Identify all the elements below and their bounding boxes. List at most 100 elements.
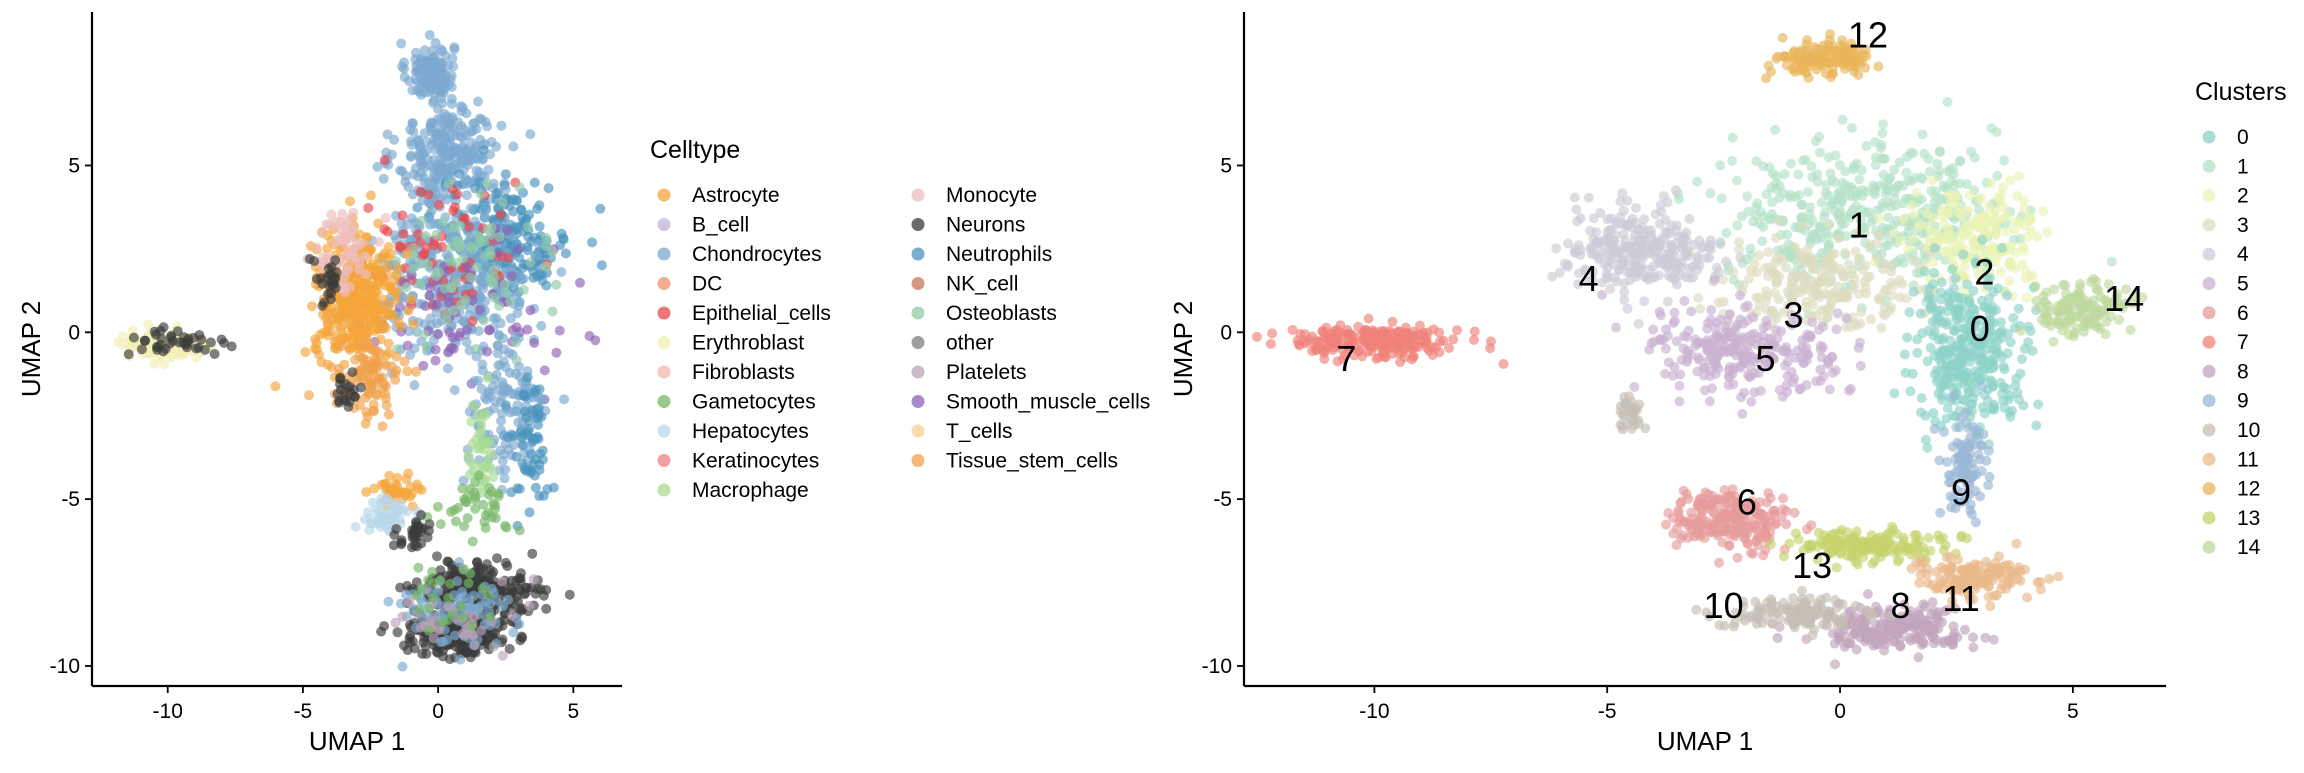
scatter-point [1750,259,1760,269]
scatter-point [1874,214,1884,224]
scatter-point [1900,349,1910,359]
scatter-point [1594,238,1604,248]
scatter-point [508,142,518,152]
scatter-point [1881,285,1891,295]
legend-label: Erythroblast [692,332,804,355]
scatter-point [523,222,533,232]
legend-label: Keratinocytes [692,450,819,473]
scatter-point [1323,335,1333,345]
scatter-point [1627,249,1637,259]
scatter-point [416,216,426,226]
scatter-point [420,177,430,187]
legend-marker [658,336,671,349]
scatter-point [406,482,416,492]
scatter-point [428,578,438,588]
scatter-point [1907,200,1917,210]
scatter-point [1936,287,1946,297]
legend-label: Astrocyte [692,184,780,207]
scatter-point [1934,348,1944,358]
scatter-point [450,385,460,395]
scatter-point [525,129,535,139]
scatter-point [1873,62,1883,72]
scatter-point [1771,233,1781,243]
scatter-point [381,213,391,223]
scatter-point [1838,115,1848,125]
scatter-point [1835,186,1845,196]
scatter-point [1605,284,1615,294]
scatter-point [337,341,347,351]
scatter-point [1408,336,1418,346]
scatter-point [448,609,458,619]
scatter-point [1353,322,1363,332]
scatter-point [466,138,476,148]
scatter-point [1743,316,1753,326]
scatter-point [1252,332,1262,342]
scatter-point [1774,216,1784,226]
scatter-point [300,347,310,357]
scatter-point [1782,230,1792,240]
scatter-point [544,183,554,193]
scatter-point [1831,365,1841,375]
scatter-point [1551,243,1561,253]
scatter-point [1833,233,1843,243]
scatter-point [1811,376,1821,386]
scatter-point [1709,349,1719,359]
scatter-point [1675,381,1685,391]
scatter-point [1943,97,1953,107]
scatter-point [398,662,408,672]
scatter-point [1786,159,1796,169]
scatter-point [1934,389,1944,399]
scatter-point [431,356,441,366]
scatter-point [206,337,216,347]
scatter-point [476,234,486,244]
scatter-point [1620,235,1630,245]
scatter-point [508,628,518,638]
scatter-point [1715,237,1725,247]
scatter-point [1665,250,1675,260]
scatter-point [1379,349,1389,359]
scatter-point [1997,243,2007,253]
scatter-point [565,590,575,600]
scatter-point [1856,307,1866,317]
scatter-point [1918,174,1928,184]
scatter-point [455,655,465,665]
scatter-point [1795,248,1805,258]
scatter-point [137,344,147,354]
scatter-point [1663,331,1673,341]
scatter-point [429,240,439,250]
scatter-point [1710,275,1720,285]
scatter-point [500,280,510,290]
scatter-point [449,306,459,316]
scatter-point [174,338,184,348]
scatter-point [1790,192,1800,202]
scatter-point [1871,239,1881,249]
scatter-points [1252,29,2147,669]
scatter-point [531,385,541,395]
scatter-point [1912,348,1922,358]
scatter-point [1994,348,2004,358]
scatter-point [356,300,366,310]
scatter-point [1808,255,1818,265]
scatter-point [1715,160,1725,170]
scatter-point [474,470,484,480]
scatter-point [2018,242,2028,252]
scatter-point [414,604,424,614]
scatter-point [1835,160,1845,170]
scatter-point [417,73,427,83]
scatter-point [1364,314,1374,324]
scatter-point [1692,177,1702,187]
scatter-point [1976,193,1986,203]
scatter-point [1945,165,1955,175]
scatter-point [387,361,397,371]
scatter-point [1962,368,1972,378]
scatter-point [479,408,489,418]
scatter-point [523,232,533,242]
scatter-point [1815,365,1825,375]
scatter-point [1925,167,1935,177]
scatter-point [1986,179,1996,189]
scatter-point [424,626,434,636]
scatter-point [358,353,368,363]
scatter-point [482,178,492,188]
scatter-point [1695,304,1705,314]
scatter-point [1753,293,1763,303]
